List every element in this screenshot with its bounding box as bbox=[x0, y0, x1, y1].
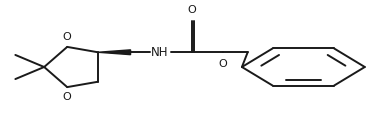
Text: O: O bbox=[218, 59, 227, 69]
Polygon shape bbox=[98, 50, 131, 55]
Text: O: O bbox=[63, 92, 71, 102]
Text: O: O bbox=[188, 5, 196, 15]
Text: NH: NH bbox=[151, 46, 168, 59]
Text: O: O bbox=[63, 32, 71, 42]
